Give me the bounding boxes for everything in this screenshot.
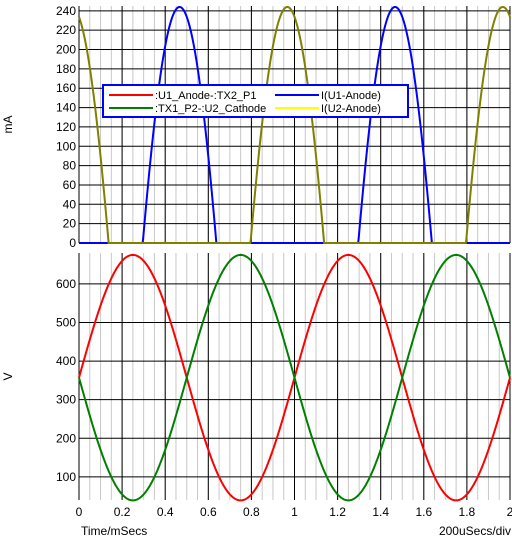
current-y-tick-label: 220: [56, 23, 76, 37]
current-y-tick-label: 20: [63, 217, 77, 231]
voltage-y-tick-label: 300: [56, 393, 76, 407]
voltage-y-tick-label: 100: [56, 470, 76, 484]
legend: :U1_Anode-:TX2_P1 I(U1-Anode) :TX1_P2-:U2_…: [102, 84, 409, 118]
current-y-tick-label: 120: [56, 120, 76, 134]
x-tick-label: 0.2: [114, 505, 131, 519]
current-y-tick-label: 80: [63, 159, 77, 173]
x-tick-label: 0: [76, 505, 83, 519]
x-tick-label: 0.6: [200, 505, 217, 519]
legend-label: I(U2-Anode): [321, 103, 381, 115]
voltage-series-2-line: [78, 253, 511, 502]
current-y-tick-label: 0: [69, 236, 76, 250]
current-y-tick-label: 100: [56, 139, 76, 153]
x-tick-label: 1.2: [329, 505, 346, 519]
legend-label: :U1_Anode-:TX2_P1: [155, 90, 257, 102]
x-axis-label: Time/mSecs: [81, 524, 147, 538]
voltage-plot: 100 200 300 400 500 600 V 0 0.2 0.4 0.6 0.8 1 1.2 1.4 1…: [1, 253, 512, 519]
legend-box: [102, 84, 409, 118]
current-y-tick-label: 60: [63, 178, 77, 192]
voltage-y-axis-label: V: [1, 372, 15, 380]
x-tick-label: 1.8: [459, 505, 476, 519]
current-y-tick-label: 200: [56, 43, 76, 57]
legend-label: I(U1-Anode): [321, 90, 381, 102]
x-tick-label: 0.4: [157, 505, 174, 519]
current-series-2-line: [78, 5, 511, 244]
x-tick-label: 1.6: [415, 505, 432, 519]
x-tick-label: 1.4: [372, 505, 389, 519]
x-tick-label: 0.8: [243, 505, 260, 519]
current-y-tick-label: 240: [56, 4, 76, 18]
x-tick-label: 1: [291, 505, 298, 519]
voltage-y-tick-label: 500: [56, 315, 76, 329]
current-y-tick-label: 160: [56, 81, 76, 95]
current-plot: 0 20 40 60 80 100 120 140 160 180 200 220 240 mA: [0, 4, 512, 250]
legend-label: :TX1_P2-:U2_Cathode: [155, 103, 266, 115]
time-scale-label: 200uSecs/div: [439, 524, 511, 538]
current-y-tick-label: 180: [56, 62, 76, 76]
voltage-y-tick-label: 400: [56, 354, 76, 368]
current-y-axis-label: mA: [1, 116, 15, 134]
voltage-y-tick-label: 200: [56, 431, 76, 445]
voltage-y-tick-label: 600: [56, 277, 76, 291]
x-tick-label: 2: [507, 505, 512, 519]
current-y-tick-label: 40: [63, 197, 77, 211]
current-y-tick-label: 140: [56, 101, 76, 115]
